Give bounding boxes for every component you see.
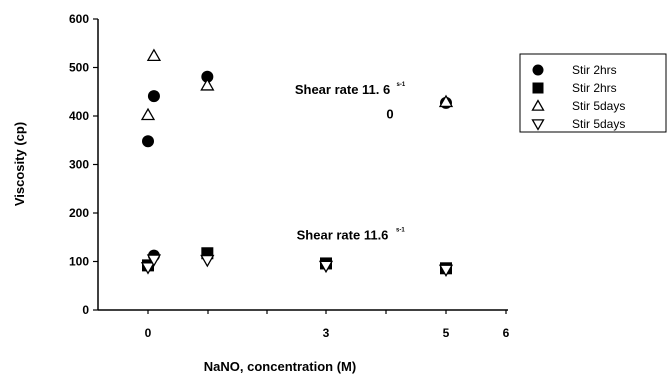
annotation-lower-unit: s-1 [396, 228, 405, 234]
x-tick-label: 3 [323, 326, 330, 340]
x-axis-title: NaNO, concentration (M) [204, 359, 356, 374]
legend-label: Stir 2hrs [572, 63, 617, 77]
data-point-triangle-down [438, 264, 454, 278]
data-point-triangle-up [200, 78, 215, 91]
y-tick-label: 500 [69, 61, 89, 75]
data-point-circle [201, 70, 214, 83]
data-point-triangle-up [146, 48, 162, 62]
annotation-lower: Shear rate 11.6 [297, 228, 389, 243]
annotations: Shear rate 11. 6 s-1 0 Shear rate 11.6 s-1 [295, 82, 406, 243]
legend-marker-triangle-up [531, 99, 545, 111]
annotation-upper_zero: 0 [386, 106, 393, 121]
x-ticks: 0 3 5 6 [145, 310, 510, 340]
legend-label: Stir 5days [572, 117, 625, 131]
y-tick-label: 0 [82, 303, 89, 317]
data-marks [140, 48, 454, 278]
data-point-circle [147, 90, 160, 103]
data-point-triangle-down [140, 262, 156, 275]
y-tick-label: 100 [69, 255, 89, 269]
data-point-triangle-down [318, 260, 334, 274]
x-tick-label: 6 [503, 326, 510, 340]
data-point-triangle-down [146, 254, 162, 267]
x-tick-label: 0 [145, 326, 152, 340]
y-tick-label: 600 [69, 12, 89, 26]
series-1-square [142, 247, 452, 275]
data-point-circle [142, 135, 154, 148]
legend-marker-circle [532, 64, 544, 76]
legend-marker-square [532, 82, 544, 94]
data-point-triangle-up [140, 107, 156, 121]
legend-label: Stir 5days [572, 99, 625, 113]
annotation-upper: Shear rate 11. 6 [295, 82, 390, 97]
series-2-triangle-up [140, 48, 454, 121]
x-tick-label: 5 [443, 326, 450, 340]
y-tick-label: 400 [69, 109, 89, 123]
y-tick-label: 300 [69, 158, 89, 172]
legend-label: Stir 2hrs [572, 81, 617, 95]
y-tick-label: 200 [69, 206, 89, 220]
y-ticks: 0 100 200 300 400 500 600 [69, 12, 98, 317]
data-point-triangle-down [200, 254, 215, 268]
legend-box [519, 53, 667, 133]
y-axis-title: Viscosity (cp) [12, 122, 27, 206]
legend-marker-triangle-down [531, 119, 545, 131]
series-3-triangle-down [140, 254, 454, 278]
annotation-upper-unit: s-1 [397, 82, 406, 88]
legend: Stir 2hrs Stir 2hrs Stir 5days Stir 5days [519, 53, 667, 133]
data-point-triangle-up [438, 94, 454, 108]
